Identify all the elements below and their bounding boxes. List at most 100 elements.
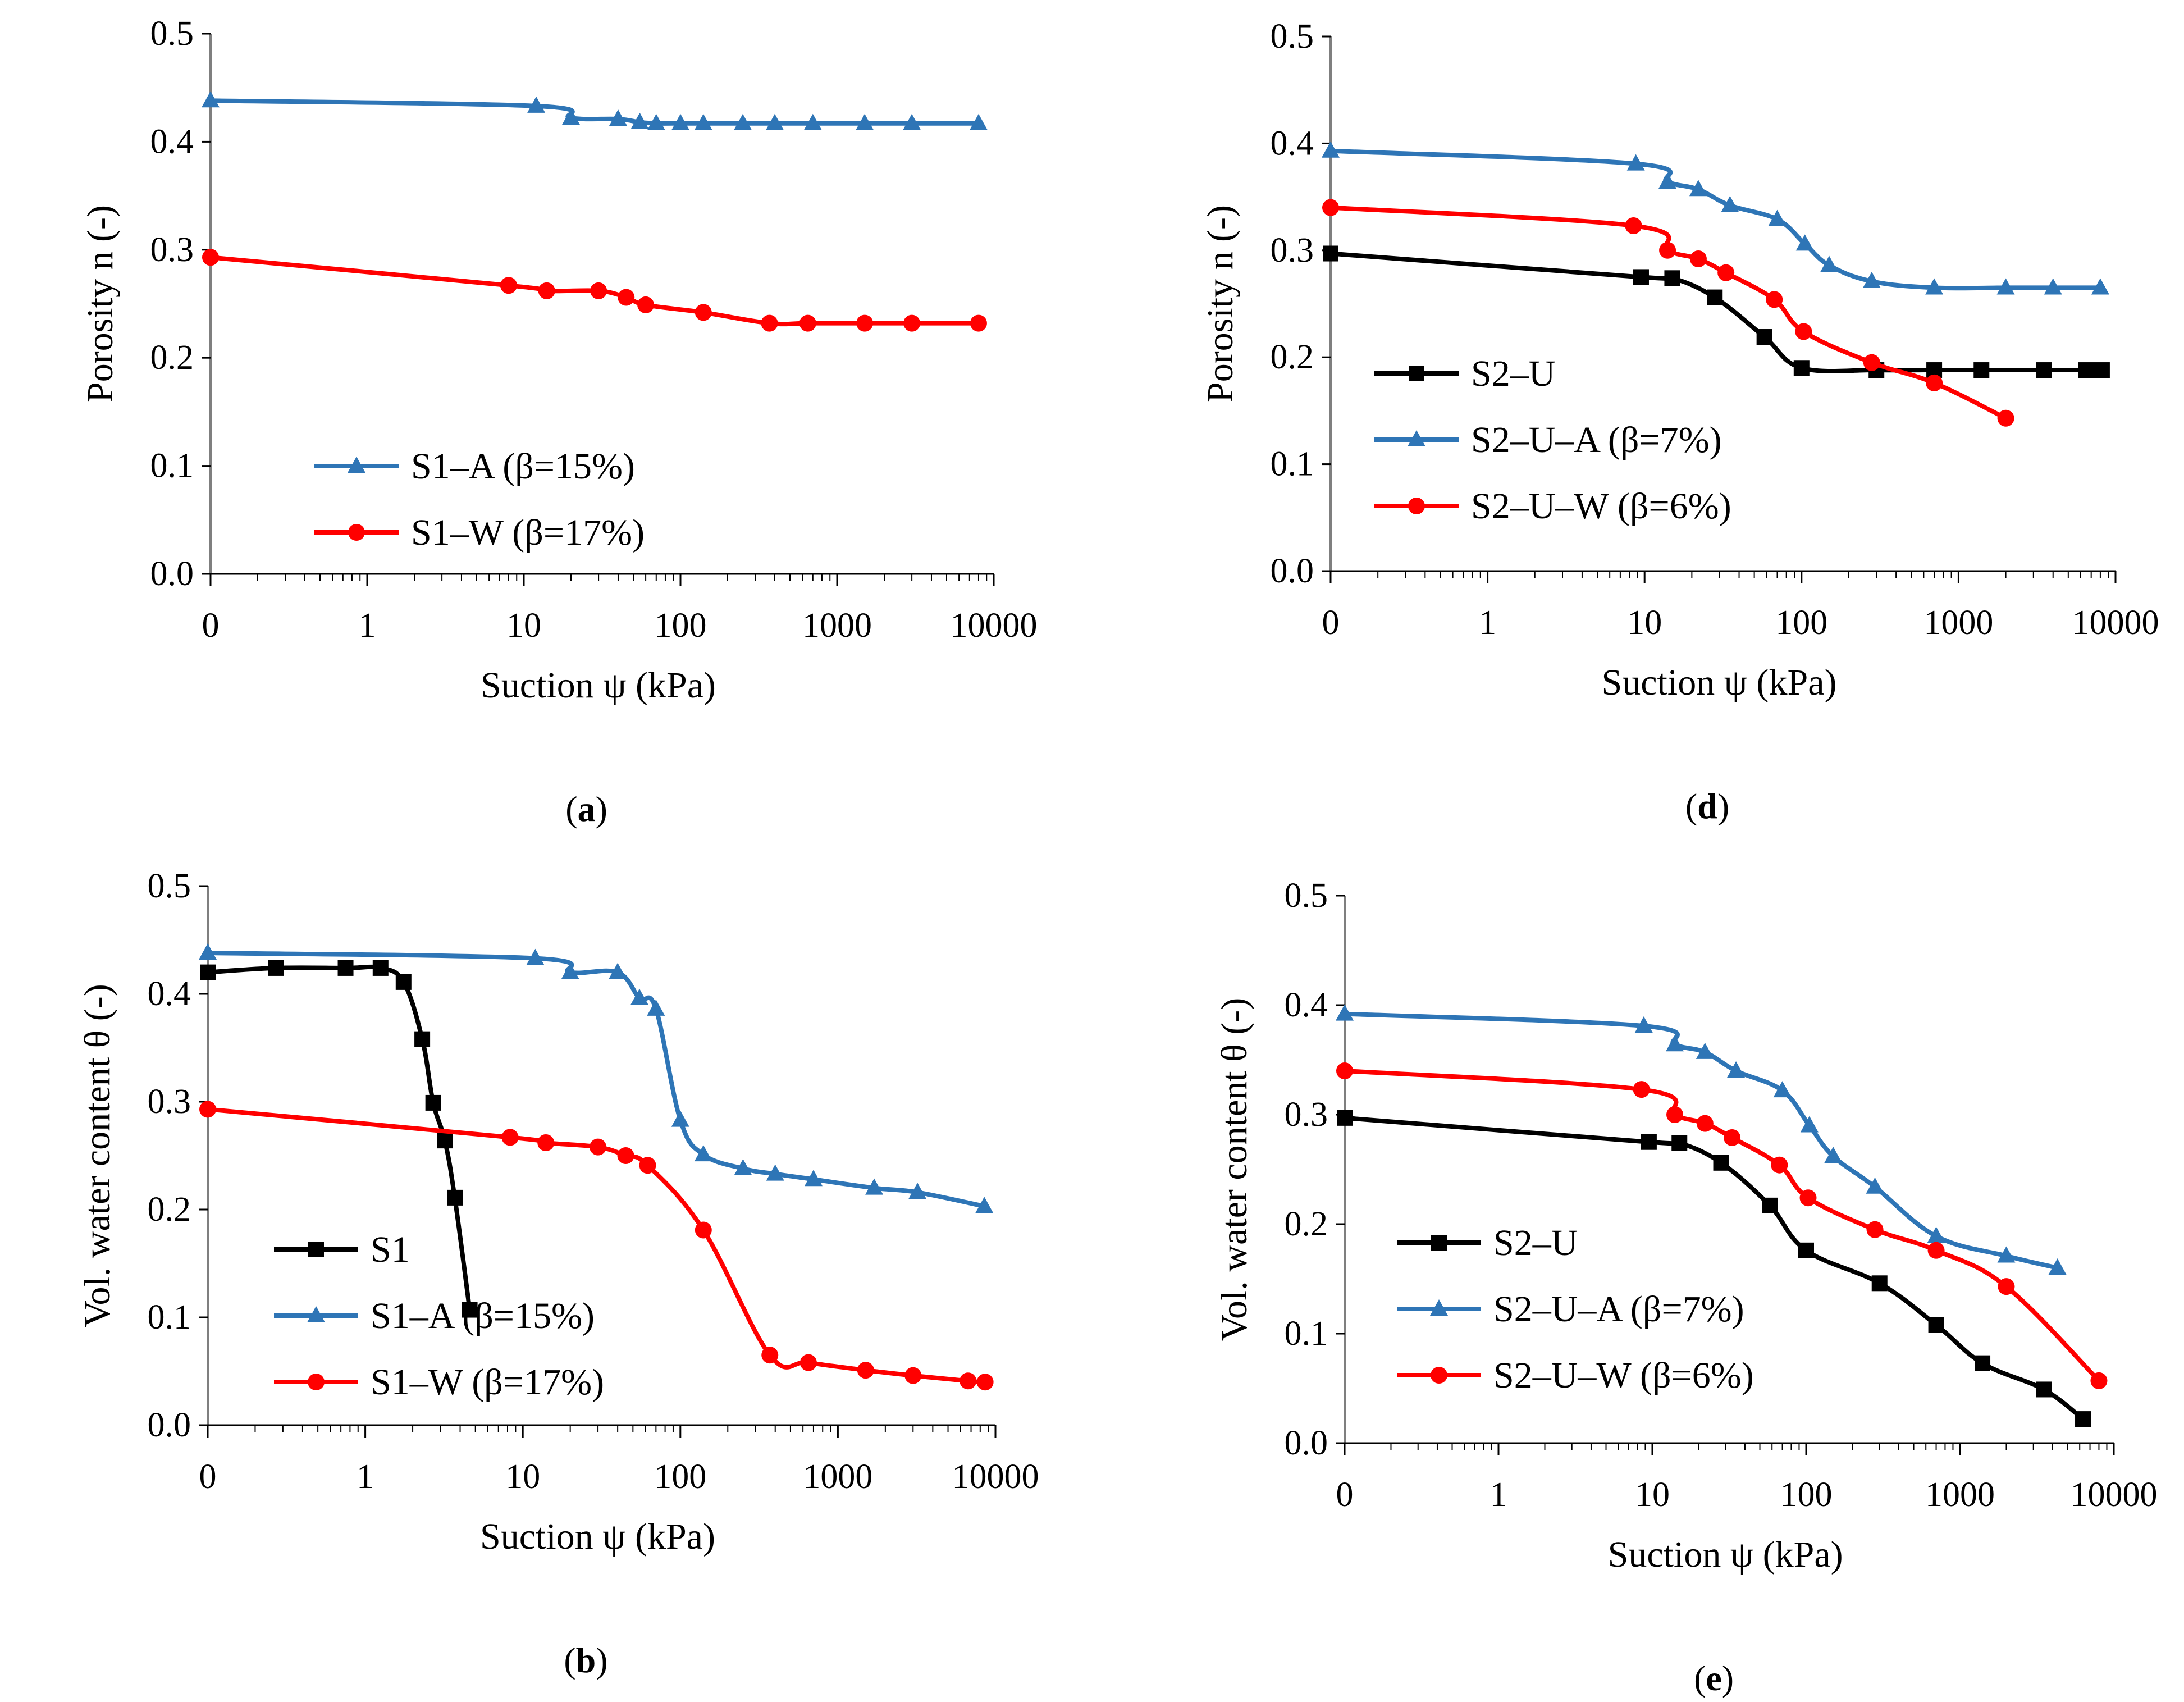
panel-d-legend-entry: S2–U–W (β=6%) [1374, 486, 1731, 527]
panel-d-series-2 [1322, 141, 2109, 295]
panel-d-data-point [1863, 354, 1880, 371]
panel-b-y-tick-label: 0.4 [148, 975, 191, 1013]
panel-b-data-point [337, 960, 354, 976]
panel-a-data-point [969, 113, 988, 130]
panel-d-data-point [1633, 269, 1649, 285]
panel-e-data-point [1337, 1110, 1353, 1126]
panel-b-data-point [975, 1197, 994, 1213]
panel-d-data-point [1322, 199, 1339, 216]
panel-d-legend-marker [1409, 366, 1424, 381]
panel-d-series-line [1330, 205, 2007, 421]
panel-b-data-point [561, 962, 579, 979]
panel-e-data-point [1998, 1278, 2015, 1295]
panel-b-data-point [447, 1189, 463, 1206]
panel-a-y-tick-label: 0.5 [150, 15, 194, 53]
panel-d-data-point [1973, 362, 1990, 378]
panel-b-x-axis-label: Suction ψ (kPa) [480, 1516, 715, 1557]
panel-b-series-1 [200, 960, 478, 1318]
panel-b-x-tick-label: 100 [654, 1458, 706, 1496]
panel-d-x-axis-label: Suction ψ (kPa) [1602, 662, 1837, 703]
panel-e-series-3 [1336, 1062, 2108, 1389]
panel-b-data-point [462, 1302, 478, 1318]
panel-d-y-tick-label: 0.4 [1271, 124, 1314, 162]
panel-e-data-point [1633, 1081, 1650, 1098]
panel-e-y-tick-label: 0.5 [1285, 877, 1328, 915]
panel-b-data-point [617, 1147, 634, 1164]
panel-d-x-tick-label: 10 [1627, 604, 1662, 642]
panel-e-legend-marker [1430, 1299, 1448, 1316]
panel-b-series-3 [199, 1101, 994, 1391]
panel-d-x-tick-label: 10000 [2072, 604, 2159, 642]
panel-d-data-point [1626, 154, 1645, 171]
panel-d-data-point [1768, 209, 1787, 226]
panel-e-series-1 [1337, 1110, 2091, 1427]
panel-b-data-point [761, 1347, 779, 1364]
panel-e-legend-entry: S2–U [1397, 1222, 1578, 1263]
panel-b-legend-label: S1–A (β=15%) [371, 1295, 595, 1336]
panel-d-data-point [1689, 180, 1707, 197]
panel-a-y-tick-label: 0.3 [150, 231, 194, 269]
panel-d-caption: (d) [1685, 786, 1729, 826]
panel-b-legend-entry: S1 [274, 1229, 410, 1270]
panel-a-legend-marker [348, 524, 365, 541]
panel-a-data-point [637, 296, 655, 313]
panel-e-data-point [1798, 1242, 1814, 1258]
panel-e-data-point [1336, 1004, 1354, 1021]
panel-d-y-axis-label: Porosity n (-) [1200, 205, 1241, 403]
panel-b-y-tick-label: 0.3 [148, 1083, 191, 1121]
panel-b-legend-label: S1–W (β=17%) [371, 1362, 604, 1403]
panel-a-legend-label: S1–A (β=15%) [411, 446, 635, 487]
panel-e-data-point [1800, 1116, 1819, 1133]
panel-e-data-point [1696, 1042, 1714, 1059]
panel-e-data-point [1927, 1242, 1945, 1259]
panel-e-y-tick-label: 0.1 [1285, 1315, 1328, 1353]
panel-a-x-tick-label: 1000 [802, 606, 872, 645]
chart-panel-a: 0.0 0.1 0.2 0.3 0.4 0.5 0 1 10 100 1000 10000 Suctio… [80, 15, 1038, 829]
panel-e-data-point [1824, 1147, 1843, 1163]
panel-a-data-point [799, 314, 816, 332]
panel-d-data-point [1625, 217, 1642, 235]
panel-e-data-point [1713, 1155, 1729, 1171]
panel-b-data-point [526, 948, 545, 965]
panel-d-data-point [1322, 141, 1340, 158]
panel-d-data-point [1689, 250, 1707, 268]
panel-e-legend-marker [1431, 1367, 1447, 1384]
panel-a-data-point [590, 282, 607, 299]
panel-a-data-point [803, 113, 822, 130]
panel-e-y-axis-label: Vol. water content θ (-) [1214, 998, 1255, 1341]
panel-b-legend-marker [308, 1374, 325, 1390]
panel-a-data-point [647, 113, 665, 130]
panel-e-data-point [1773, 1081, 1792, 1098]
panel-b-series-line [207, 964, 472, 1311]
panel-d-legend-entry: S2–U–A (β=7%) [1374, 419, 1722, 460]
panel-e-y-tick-label: 0.2 [1285, 1205, 1328, 1243]
panel-e-data-point [2090, 1372, 2108, 1389]
panel-e-series-line [1344, 1069, 2101, 1382]
panel-d-y-tick-label: 0.3 [1271, 231, 1314, 270]
panel-e-legend-entry: S2–U–W (β=6%) [1397, 1355, 1754, 1396]
panel-b-data-point [799, 1354, 817, 1371]
panel-b-x-tick-label: 10 [505, 1458, 540, 1496]
panel-b-data-point [766, 1164, 784, 1181]
panel-e-data-point [1724, 1129, 1741, 1146]
panel-b-data-point [734, 1159, 752, 1176]
panel-a-legend-entry: S1–W (β=17%) [314, 512, 645, 553]
panel-a-data-point [856, 113, 874, 130]
panel-e-data-point [1336, 1062, 1353, 1079]
panel-b-data-point [908, 1183, 927, 1199]
panel-a-caption: (a) [565, 789, 607, 829]
panel-b-series-line [207, 1107, 985, 1385]
panel-d-legend-label: S2–U–W (β=6%) [1471, 486, 1731, 527]
chart-panel-e: 0.0 0.1 0.2 0.3 0.4 0.5 0 1 10 100 1000 10000 Suctio… [1214, 877, 2158, 1698]
panel-d-data-point [1766, 291, 1783, 308]
panel-b-legend-label: S1 [371, 1229, 410, 1270]
panel-e-data-point [2036, 1381, 2052, 1398]
panel-a-legend-marker [348, 457, 365, 473]
panel-d-x-tick-label: 100 [1775, 604, 1827, 642]
panel-b-data-point [268, 960, 284, 976]
panel-d-data-point [1707, 289, 1723, 305]
panel-e-y-tick-label: 0.3 [1285, 1096, 1328, 1134]
panel-e-data-point [1771, 1156, 1788, 1174]
panel-d-legend-marker [1408, 498, 1425, 514]
